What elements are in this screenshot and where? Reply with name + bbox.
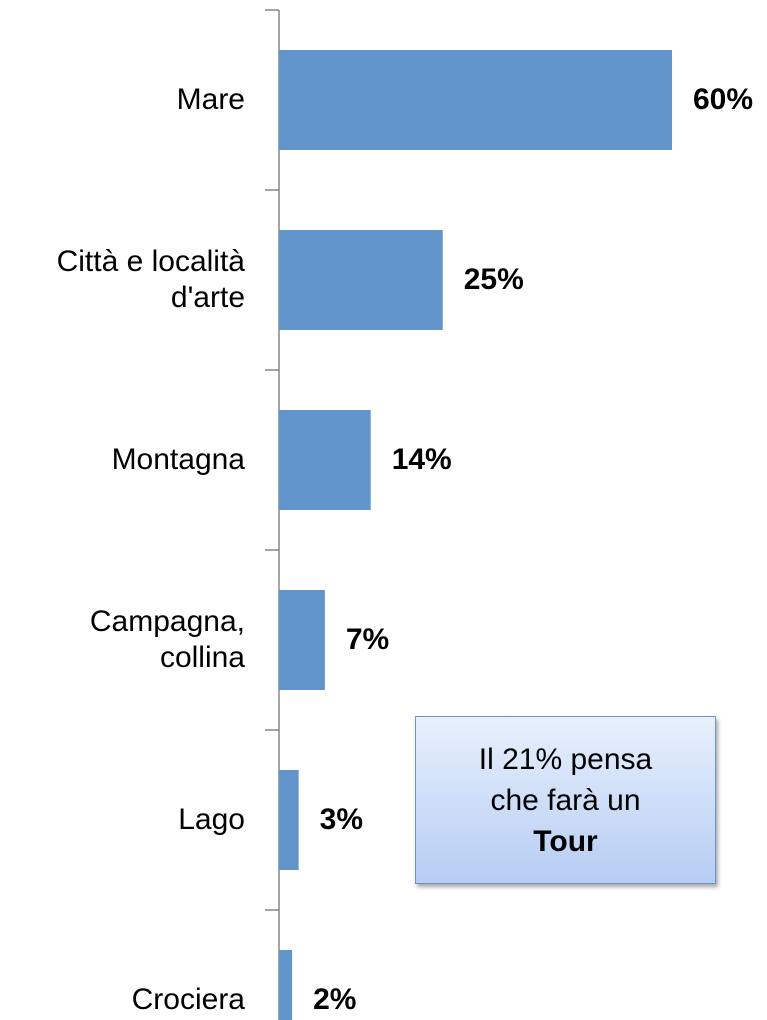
value-label: 3%	[319, 803, 363, 836]
callout: Il 21% pensa che farà un Tour	[415, 716, 716, 884]
callout-line: Il 21% pensa che farà un	[478, 742, 653, 817]
bar	[279, 950, 293, 1020]
value-label: 7%	[345, 623, 390, 656]
value-label: 2%	[313, 983, 357, 1016]
value-label: 14%	[391, 443, 452, 476]
category-label: Città e località d'arte	[56, 245, 245, 314]
category-label: Campagna, collina	[89, 605, 245, 674]
value-label: 25%	[463, 263, 524, 296]
bar	[279, 770, 299, 870]
category-label: Crociera	[131, 983, 245, 1016]
bar	[279, 410, 371, 510]
category-label: Montagna	[111, 443, 245, 476]
value-label: 60%	[693, 83, 754, 116]
bar	[279, 230, 443, 330]
bar	[279, 50, 672, 150]
callout-bold: Tour	[533, 824, 598, 858]
category-label: Mare	[176, 83, 245, 116]
callout-text: Il 21% pensa che farà un Tour	[456, 739, 675, 862]
bar	[279, 590, 325, 690]
category-label: Lago	[178, 803, 245, 836]
